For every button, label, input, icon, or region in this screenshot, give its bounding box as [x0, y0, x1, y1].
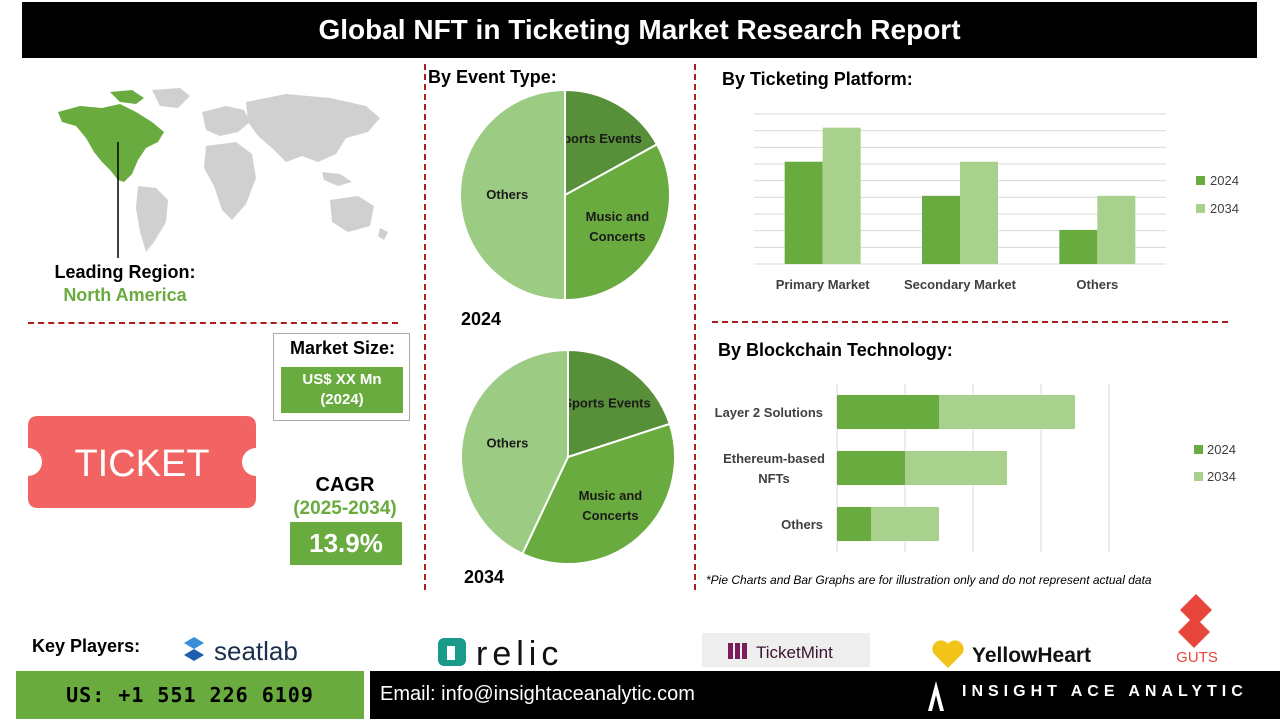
- legend-swatch-2034: [1194, 472, 1203, 481]
- legend-label-2024: 2024: [1207, 442, 1236, 457]
- ticketing-platform-chart: Primary Market Secondary Market Others 2024…: [754, 113, 1239, 292]
- ticketmint-logo: TicketMint: [702, 633, 870, 667]
- cagr-label: CAGR: [315, 474, 375, 496]
- pie-label-music-and-concerts: Music and Concerts: [579, 488, 643, 523]
- legend-label-2034: 2034: [1210, 201, 1239, 216]
- pie-label-sports-events: Sports Events: [563, 395, 650, 410]
- leading-region-label: Leading Region:: [54, 262, 196, 282]
- ticketing-platform-title: By Ticketing Platform:: [722, 69, 913, 89]
- pie-2034-year: 2034: [464, 567, 505, 587]
- svg-text:seatlab: seatlab: [214, 636, 298, 666]
- phone-contact: US: +1 551 226 6109: [16, 671, 364, 719]
- bar-2034-secondary-market: [960, 161, 998, 264]
- disclaimer-note: *Pie Charts and Bar Graphs are for illus…: [706, 573, 1152, 587]
- market-size-box: Market Size: US$ XX Mn (2024): [273, 333, 410, 421]
- divider-right-h: [712, 321, 1228, 323]
- y-tick-label: Others: [781, 517, 823, 532]
- pie-slice-others: [459, 88, 566, 302]
- event-type-title: By Event Type:: [428, 67, 557, 87]
- pie-slice-music-and-concerts: [564, 143, 671, 302]
- x-tick-label: Others: [1076, 277, 1118, 292]
- bar-2034-others: [871, 507, 939, 541]
- bar-2024-layer-2-solutions: [837, 395, 939, 429]
- divider-right: [694, 64, 696, 590]
- y-tick-label: Layer 2 Solutions: [715, 405, 823, 420]
- pie-slice-others: [460, 348, 569, 556]
- pie-chart-2024: Sports Events Music and Concerts Others: [459, 88, 671, 302]
- svg-text:YellowHeart: YellowHeart: [972, 644, 1091, 667]
- leading-region-value: North America: [63, 285, 187, 305]
- legend-swatch-2024: [1194, 445, 1203, 454]
- seatlab-logo: seatlab: [180, 633, 320, 669]
- legend-swatch-2024: [1196, 176, 1205, 185]
- world-map: [58, 88, 388, 258]
- bar-2024-primary-market: [784, 161, 823, 264]
- market-size-value: US$ XX Mn (2024): [281, 367, 403, 413]
- brand-name: INSIGHT ACE ANALYTIC: [962, 683, 1248, 700]
- pie-slice-music-and-concerts: [521, 422, 676, 565]
- bar-2034-primary-market: [822, 127, 861, 264]
- guts-logo: GUTS: [1164, 590, 1230, 666]
- market-size-value-line1: US$ XX Mn: [302, 371, 382, 388]
- cagr-period: (2025-2034): [293, 498, 397, 519]
- pie-2024-year: 2024: [461, 309, 502, 329]
- bar-2024-others: [1059, 229, 1098, 264]
- pie-label-sports-events: Sports Events: [554, 131, 641, 146]
- insight-ace-logo-icon: [928, 681, 944, 711]
- divider-left-h: [28, 322, 398, 324]
- bar-2024-secondary-market: [922, 195, 960, 264]
- svg-text:relic: relic: [476, 635, 563, 672]
- cagr-value: 13.9%: [290, 522, 402, 565]
- pie-label-others: Others: [486, 435, 528, 450]
- blockchain-title: By Blockchain Technology:: [718, 340, 953, 360]
- x-tick-label: Primary Market: [776, 277, 871, 292]
- footer-bar: Email: info@insightaceanalytic.com INSIG…: [370, 671, 1280, 719]
- svg-text:TicketMint: TicketMint: [756, 643, 833, 662]
- pie-chart-2034: Sports Events Music and Concerts Others: [460, 348, 676, 565]
- legend-swatch-2034: [1196, 204, 1205, 213]
- bar-2024-others: [837, 507, 871, 541]
- ticket-text: TICKET: [74, 443, 209, 485]
- divider-left: [424, 64, 426, 590]
- pie-label-music-and-concerts: Music and Concerts: [586, 209, 650, 244]
- x-tick-label: Secondary Market: [904, 277, 1017, 292]
- bar-2024-ethereum-based-nfts: [837, 451, 905, 485]
- svg-text:GUTS: GUTS: [1176, 649, 1218, 666]
- bar-2034-others: [1097, 195, 1136, 264]
- page-title: Global NFT in Ticketing Market Research …: [22, 2, 1257, 58]
- market-size-value-line2: (2024): [320, 391, 364, 408]
- pie-slice-sports-events: [567, 348, 672, 459]
- pie-label-others: Others: [486, 187, 528, 202]
- pie-slice-sports-events: [564, 88, 659, 197]
- bar-2034-ethereum-based-nfts: [905, 451, 1007, 485]
- map-north-america: [58, 104, 164, 182]
- blockchain-chart: Layer 2 Solutions Ethereum-based NFTs Other…: [715, 384, 1236, 552]
- email-contact: Email: info@insightaceanalytic.com: [380, 683, 695, 705]
- legend-label-2024: 2024: [1210, 173, 1239, 188]
- legend-label-2034: 2034: [1207, 469, 1236, 484]
- key-players-label: Key Players:: [32, 636, 141, 656]
- market-size-label: Market Size:: [289, 338, 396, 358]
- ticket-graphic: TICKET: [28, 416, 256, 508]
- relic-logo: relic: [436, 632, 606, 673]
- bar-2034-layer-2-solutions: [939, 395, 1075, 429]
- y-tick-label: Ethereum-based NFTs: [723, 451, 825, 486]
- yellowheart-logo: YellowHeart: [930, 636, 1110, 672]
